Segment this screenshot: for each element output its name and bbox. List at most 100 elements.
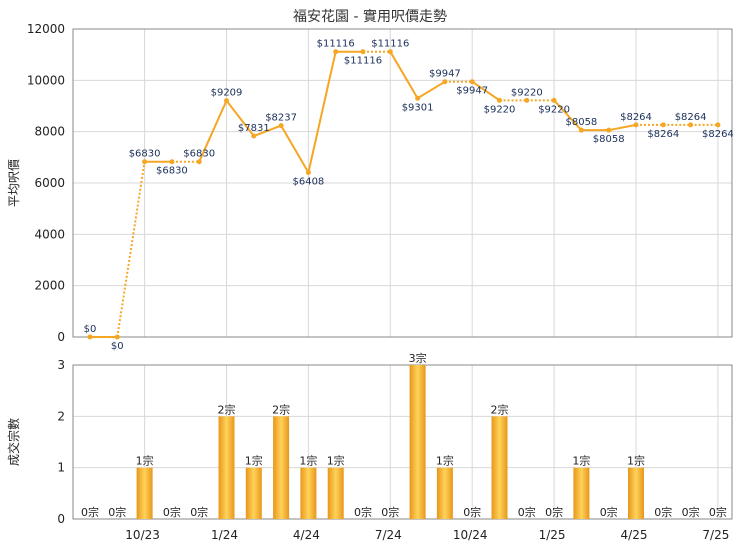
data-point bbox=[169, 159, 175, 165]
bar bbox=[136, 467, 153, 519]
x-tick-label: 1/25 bbox=[539, 528, 566, 542]
data-point bbox=[224, 98, 229, 104]
data-label: $11116 bbox=[317, 39, 355, 50]
bar bbox=[300, 467, 317, 519]
bar-label: 0宗 bbox=[108, 505, 126, 519]
data-point bbox=[442, 79, 448, 85]
bar-label: 2宗 bbox=[491, 402, 509, 416]
line-segment bbox=[307, 51, 337, 173]
line-segment bbox=[280, 125, 310, 174]
x-tick-label: 7/25 bbox=[702, 528, 729, 542]
line-segment bbox=[389, 51, 419, 99]
bar bbox=[273, 416, 290, 519]
x-tick-label: 4/25 bbox=[621, 528, 648, 542]
data-label: $9209 bbox=[211, 88, 243, 99]
bar-label: 1宗 bbox=[327, 454, 345, 468]
bar-label: 0宗 bbox=[545, 505, 563, 519]
bar-label: 0宗 bbox=[81, 505, 99, 519]
bar-label: 1宗 bbox=[136, 454, 154, 468]
line-segment bbox=[471, 80, 501, 102]
bar-label: 3宗 bbox=[409, 351, 427, 365]
x-tick-label: 1/24 bbox=[211, 528, 238, 542]
bar-label: 1宗 bbox=[572, 454, 590, 468]
bar bbox=[409, 365, 426, 519]
y-axis-label: 平均呎價 bbox=[7, 159, 21, 207]
line-segment bbox=[225, 100, 255, 137]
data-label: $8058 bbox=[593, 134, 625, 145]
bar bbox=[436, 467, 453, 519]
y-tick-label: 8000 bbox=[34, 125, 65, 139]
data-point bbox=[469, 79, 475, 85]
line-segment bbox=[608, 123, 637, 132]
line-segment bbox=[116, 161, 146, 338]
data-label: $0 bbox=[111, 341, 124, 352]
bar bbox=[573, 467, 590, 519]
bar bbox=[245, 467, 262, 519]
data-label: $9947 bbox=[456, 86, 488, 97]
bar-label: 0宗 bbox=[381, 505, 399, 519]
data-label: $6830 bbox=[129, 149, 161, 160]
data-label: $9220 bbox=[484, 104, 516, 115]
data-label: $11116 bbox=[344, 56, 382, 67]
bar bbox=[491, 416, 508, 519]
data-label: $8237 bbox=[265, 113, 297, 124]
data-point bbox=[87, 334, 93, 340]
data-point bbox=[497, 97, 502, 103]
data-point bbox=[142, 159, 148, 165]
bar-label: 0宗 bbox=[654, 505, 672, 519]
data-point bbox=[415, 95, 421, 101]
data-point bbox=[524, 97, 530, 103]
bar-label: 1宗 bbox=[299, 454, 317, 468]
line-segment bbox=[553, 99, 583, 131]
y-tick-label: 2000 bbox=[34, 279, 65, 293]
data-point bbox=[333, 49, 339, 55]
data-label: $8058 bbox=[565, 117, 597, 128]
data-label: $8264 bbox=[675, 112, 707, 123]
data-label: $0 bbox=[84, 324, 97, 335]
data-label: $9301 bbox=[402, 102, 434, 113]
bar-label: 0宗 bbox=[190, 505, 208, 519]
data-point bbox=[688, 122, 694, 128]
data-point bbox=[660, 122, 666, 128]
y-tick-label: 0 bbox=[57, 330, 65, 344]
data-point bbox=[633, 122, 639, 128]
bar-label: 2宗 bbox=[272, 402, 290, 416]
x-tick-label: 4/24 bbox=[293, 528, 320, 542]
x-tick-label: 10/24 bbox=[453, 528, 488, 542]
data-label: $6830 bbox=[183, 149, 215, 160]
bar-label: 0宗 bbox=[518, 505, 536, 519]
data-point bbox=[305, 170, 311, 176]
data-label: $8264 bbox=[647, 129, 679, 140]
x-tick-label: 7/24 bbox=[375, 528, 402, 542]
y-tick-label: 6000 bbox=[34, 176, 65, 190]
line-segment bbox=[198, 100, 228, 163]
y-tick-label: 4000 bbox=[34, 227, 65, 241]
y-tick-label: 3 bbox=[57, 358, 65, 372]
bar-label: 1宗 bbox=[245, 454, 263, 468]
line-segment bbox=[253, 124, 282, 137]
y-tick-label: 1 bbox=[57, 461, 65, 475]
data-label: $6408 bbox=[292, 177, 324, 188]
bar bbox=[628, 467, 644, 519]
data-point bbox=[578, 127, 584, 133]
data-label: $7831 bbox=[238, 123, 270, 134]
data-label: $8264 bbox=[620, 112, 652, 123]
bar bbox=[218, 416, 235, 519]
x-tick-label: 10/23 bbox=[125, 528, 160, 542]
bar-label: 0宗 bbox=[600, 505, 618, 519]
data-point bbox=[196, 159, 202, 165]
data-label: $6830 bbox=[156, 166, 188, 177]
bar-label: 0宗 bbox=[354, 505, 372, 519]
bar bbox=[327, 467, 344, 519]
data-point bbox=[360, 49, 366, 55]
chart-title: 福安花園 - 實用呎價走勢 bbox=[293, 9, 447, 25]
plot-frame bbox=[72, 28, 733, 338]
data-point bbox=[278, 123, 284, 129]
bar-label: 0宗 bbox=[709, 505, 727, 519]
bar-label: 1宗 bbox=[627, 454, 645, 468]
bar-label: 0宗 bbox=[682, 505, 700, 519]
line-segment bbox=[417, 80, 446, 100]
data-point bbox=[715, 122, 721, 128]
y-tick-label: 2 bbox=[57, 409, 65, 423]
